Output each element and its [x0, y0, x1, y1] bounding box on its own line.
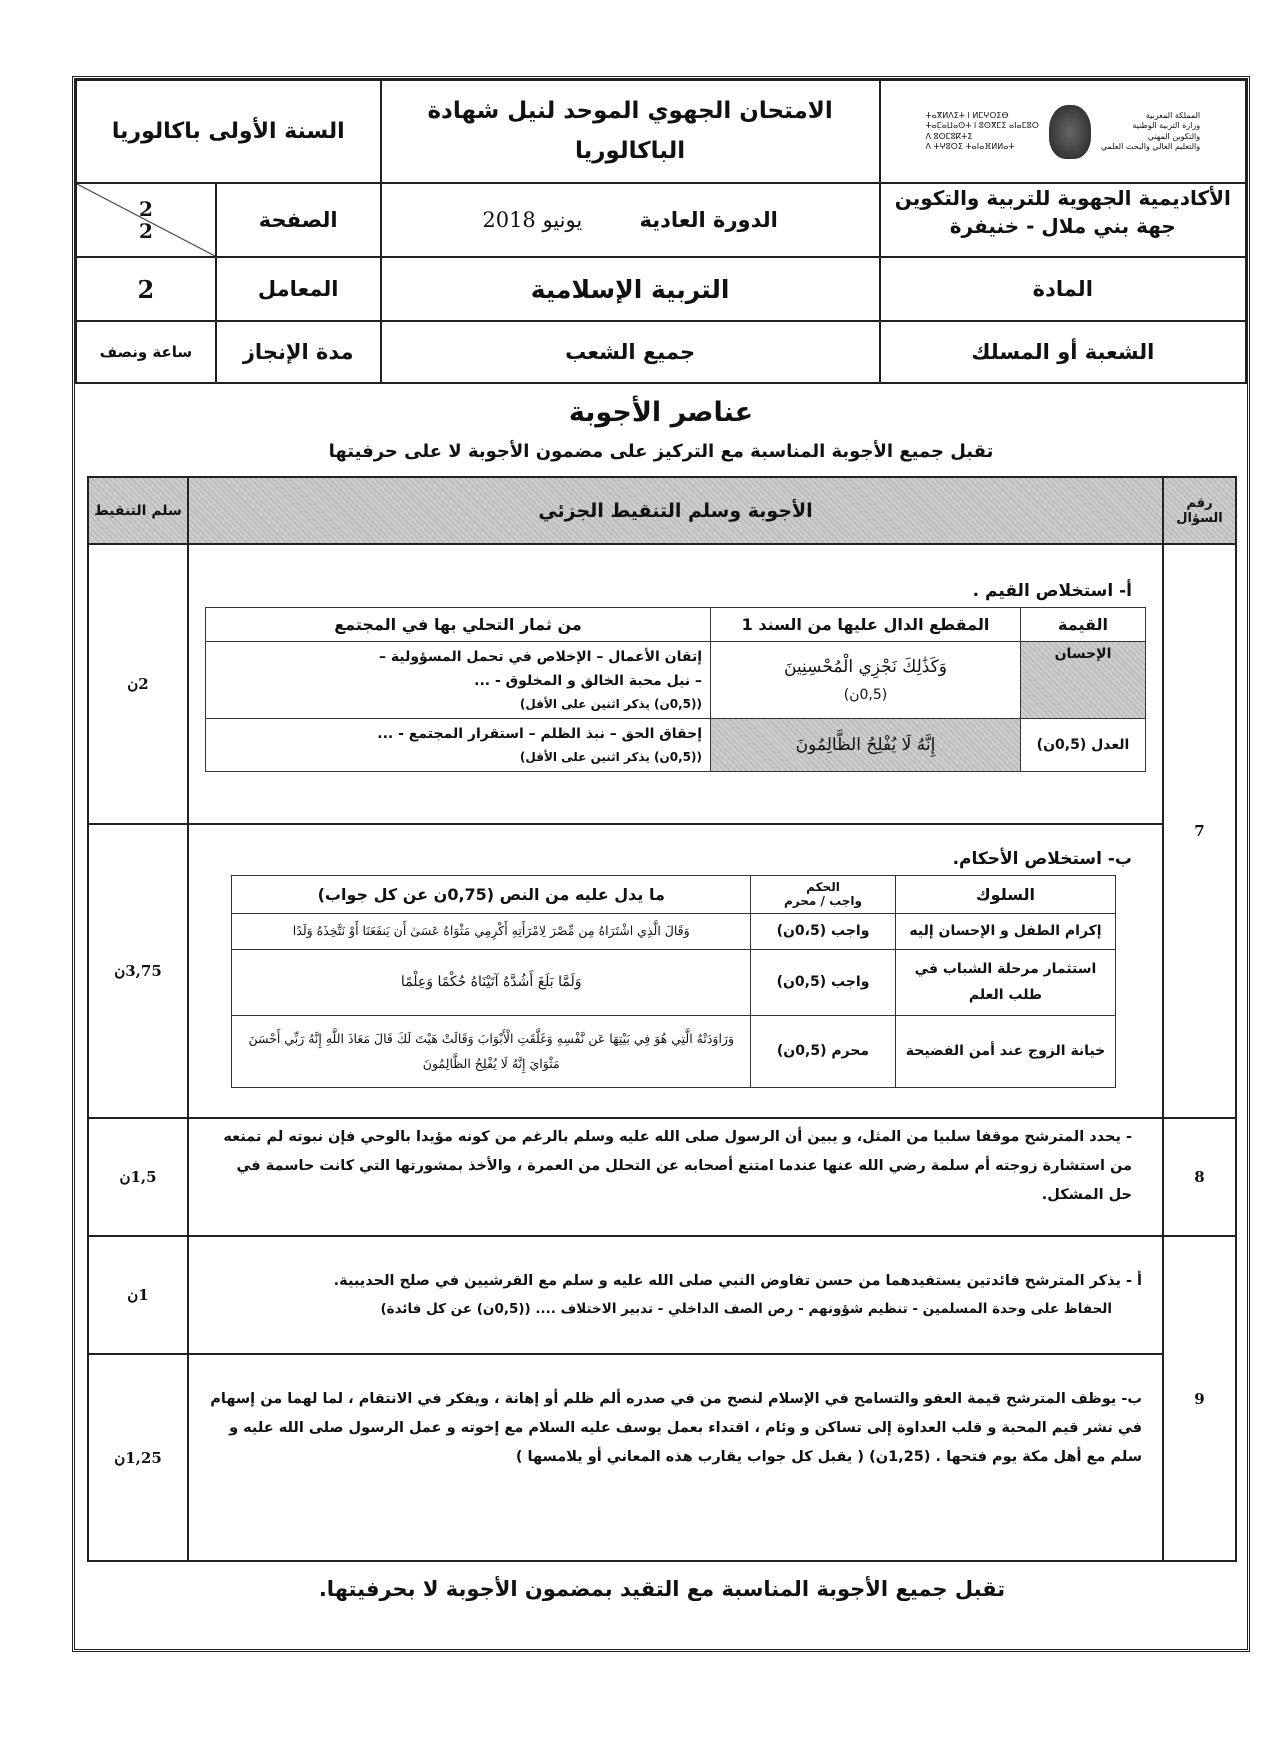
ministry-line-tifinagh: ⵜⴰⴳⵍⴷⵉⵜ ⵏ ⵍⵎⵖⵔⵉⴱ	[925, 110, 1009, 120]
answers-table: رقم السؤال الأجوبة وسلم التنقيط الجزئي س…	[87, 476, 1237, 1562]
value-name: العدل (0,5ن)	[1020, 717, 1146, 773]
ministry-line: وزارة التربية الوطنية	[1132, 121, 1201, 131]
question-number-9: 9	[1162, 1235, 1237, 1562]
value-excerpt: وَكَذَٰلِكَ نَجْزِي الْمُحْسِنِينَ (0,5ن…	[710, 641, 1021, 719]
value-name: الإحسان	[1020, 641, 1146, 719]
fruit-line: إتقان الأعمال – الإخلاص في تحمل المسؤولي…	[379, 649, 702, 665]
page-label: الصفحة	[214, 182, 382, 258]
branch-value: جميع الشعب	[379, 320, 881, 384]
rulings-col-evidence: ما يدل عليه من النص (0,75ن عن كل جواب)	[231, 875, 751, 914]
evidence: وَرَاوَدَتْهُ الَّتِي هُوَ فِي بَيْتِهَا…	[231, 1014, 751, 1088]
rulings-row: خيانة الزوج عند أمن الفضيحة محرم (0,5ن) …	[231, 1014, 1116, 1088]
duration-value: ساعة ونصف	[75, 320, 217, 384]
ministry-line: والتكوين المهني	[1147, 131, 1201, 141]
answers-section: رقم السؤال الأجوبة وسلم التنقيط الجزئي س…	[87, 476, 1237, 1603]
exam-page: المملكة المغربية وزارة التربية الوطنية و…	[72, 76, 1250, 1652]
royal-emblem-icon	[1048, 104, 1091, 159]
page-total: 2	[138, 219, 153, 243]
q7a-score: 2ن	[87, 543, 189, 825]
rulings-col-behavior: السلوك	[895, 875, 1116, 914]
fruit-line: – نيل محبة الخالق و المخلوق - ...	[474, 672, 702, 689]
q9a-examples: الحفاظ على وحدة المسلمين - تنظيم شؤونهم …	[380, 1301, 1112, 1317]
duration-label: مدة الإنجاز	[214, 320, 382, 384]
ministry-line: والتعليم العالي والبحث العلمي	[1100, 141, 1201, 151]
q8-content: - يحدد المترشح موقفا سلبيا من المثل، و ي…	[187, 1117, 1164, 1237]
ruling-subheader: واجب / محرم	[784, 894, 862, 909]
ruling: واجب (0،5ن)	[750, 912, 896, 950]
fruit-score: ((0,5ن) يذكر اثنين على الأقل)	[519, 749, 702, 764]
subject-label: المادة	[878, 256, 1248, 322]
excerpt-score: (0,5ن)	[843, 686, 888, 703]
rulings-row: إكرام الطفل و الإحسان إليه واجب (0،5ن) و…	[231, 912, 1116, 950]
q7b-score: 3,75ن	[87, 823, 189, 1119]
rulings-table: السلوك الحكم واجب / محرم ما يدل عليه من …	[231, 875, 1116, 1088]
q7b-heading: ب- استخلاص الأحكام.	[952, 849, 1132, 869]
col-header-answers: الأجوبة وسلم التنقيط الجزئي	[187, 476, 1164, 545]
region-name: جهة بني ملال - خنيفرة	[949, 214, 1176, 238]
q8-answer: - يحدد المترشح موقفا سلبيا من المثل، و ي…	[223, 1129, 1132, 1203]
rulings-col-ruling: الحكم واجب / محرم	[750, 875, 896, 914]
q7b-content: ب- استخلاص الأحكام. السلوك الحكم واجب / …	[187, 823, 1164, 1119]
quran-excerpt: وَكَذَٰلِكَ نَجْزِي الْمُحْسِنِينَ	[783, 656, 947, 677]
q9a-answer: أ - يذكر المترشح فائدتين يستفيدهما من حس…	[333, 1273, 1142, 1289]
values-row: العدل (0,5ن) إِنَّهُ لَا يُفْلِحُ الظَّا…	[205, 717, 1146, 773]
subject-name: التربية الإسلامية	[379, 256, 881, 322]
academy-block: الأكاديمية الجهوية للتربية والتكوين جهة …	[878, 182, 1248, 258]
value-fruits: إتقان الأعمال – الإخلاص في تحمل المسؤولي…	[205, 641, 711, 719]
fruit-score: ((0,5ن) يذكر اثنين على الأقل)	[519, 696, 702, 711]
rulings-row: استثمار مرحلة الشباب في طلب العلم واجب (…	[231, 948, 1116, 1016]
quran-excerpt: إِنَّهُ لَا يُفْلِحُ الظَّالِمُونَ	[795, 735, 936, 756]
col-header-score: سلم التنقيط	[87, 476, 189, 545]
ruling-header: الحكم	[806, 880, 840, 894]
page-number: 2 2	[75, 182, 217, 258]
ruling: محرم (0,5ن)	[750, 1014, 896, 1088]
q9b-score: 1,25ن	[87, 1353, 189, 1562]
ministry-line-tifinagh: ⴷ ⵓⵙⵎⵓⴽⵜⵉ	[925, 131, 973, 141]
values-row: الإحسان وَكَذَٰلِكَ نَجْزِي الْمُحْسِنِي…	[205, 641, 1146, 719]
q8-score: 1,5ن	[87, 1117, 189, 1237]
academy-name: الأكاديمية الجهوية للتربية والتكوين	[894, 186, 1231, 210]
q9a-content: أ - يذكر المترشح فائدتين يستفيدهما من حس…	[187, 1235, 1164, 1355]
values-col-value: القيمة	[1020, 607, 1146, 642]
session-label: الدورة العادية	[639, 208, 778, 232]
coefficient-label: المعامل	[214, 256, 382, 322]
coefficient-value: 2	[75, 256, 217, 322]
fruit-line: إحقاق الحق – نبذ الظلم – استقرار المجتمع…	[377, 725, 702, 742]
session-cell: الدورة العادية يونيو 2018	[379, 182, 881, 258]
ministry-line-tifinagh: ⴷ ⵜⵖⵓⵔⵉ ⵜⴰⵏⴰⴼⵍⵍⴰⵜ	[925, 141, 1015, 151]
col-header-question-number: رقم السؤال	[1162, 476, 1237, 545]
footer-note: تقبل جميع الأجوبة المناسبة مع التقيد بمض…	[318, 1577, 1006, 1601]
ruling: واجب (0,5ن)	[750, 948, 896, 1016]
behavior: إكرام الطفل و الإحسان إليه	[895, 912, 1116, 950]
behavior: خيانة الزوج عند أمن الفضيحة	[895, 1014, 1116, 1088]
q7a-content: أ- استخلاص القيم . القيمة المقطع الدال ع…	[187, 543, 1164, 825]
question-number-7: 7	[1162, 543, 1237, 1119]
question-number-8: 8	[1162, 1117, 1237, 1237]
page-current: 2	[138, 197, 153, 221]
behavior: استثمار مرحلة الشباب في طلب العلم	[895, 948, 1116, 1016]
ministry-line: المملكة المغربية	[1145, 110, 1201, 120]
exam-title: الامتحان الجهوي الموحد لنيل شهادة الباكا…	[379, 79, 881, 184]
q9a-score: 1ن	[87, 1235, 189, 1355]
page-subtitle: تقبل جميع الأجوبة المناسبة مع التركيز عل…	[328, 441, 994, 462]
branch-label: الشعبة أو المسلك	[878, 320, 1248, 384]
evidence: وَقَالَ الَّذِي اشْتَرَاهُ مِن مِّصْرَ ل…	[231, 912, 751, 950]
exam-header-table: المملكة المغربية وزارة التربية الوطنية و…	[75, 79, 1248, 384]
values-col-excerpt: المقطع الدال عليها من السند 1	[710, 607, 1021, 642]
page-title: عناصر الأجوبة	[568, 397, 754, 428]
ministry-logo-block: المملكة المغربية وزارة التربية الوطنية و…	[878, 79, 1248, 184]
exam-level: السنة الأولى باكالوريا	[75, 79, 382, 184]
values-col-fruits: من ثمار التحلي بها في المجتمع	[205, 607, 711, 642]
ministry-line-tifinagh: ⵜⴰⵎⴰⵡⴰⵙⵜ ⵏ ⵓⵙⴳⵎⵉ ⴰⵏⴰⵎⵓⵔ	[925, 121, 1039, 131]
value-fruits: إحقاق الحق – نبذ الظلم – استقرار المجتمع…	[205, 717, 711, 773]
session-date: يونيو 2018	[482, 208, 583, 232]
q9b-content: ب- يوظف المترشح قيمة العفو والتسامح في ا…	[187, 1353, 1164, 1562]
q7a-heading: أ- استخلاص القيم .	[972, 581, 1132, 601]
evidence: وَلَمَّا بَلَغَ أَشُدَّهُ آتَيْنَاهُ حُك…	[231, 948, 751, 1016]
value-excerpt: إِنَّهُ لَا يُفْلِحُ الظَّالِمُونَ	[710, 717, 1021, 773]
values-table: القيمة المقطع الدال عليها من السند 1 من …	[205, 607, 1146, 773]
q9b-answer: ب- يوظف المترشح قيمة العفو والتسامح في ا…	[210, 1391, 1142, 1465]
